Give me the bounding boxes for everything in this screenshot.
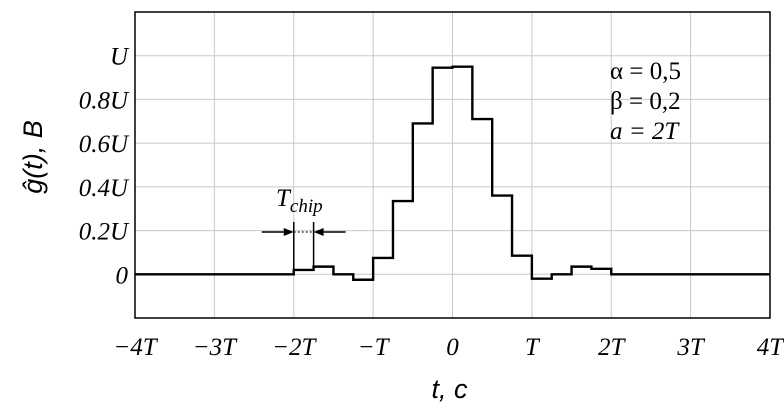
annotation-a: a = 2T [610,118,680,145]
y-tick-label: 0.4U [79,175,130,202]
plot-frame [134,11,771,319]
x-tick-label: −T [358,334,391,361]
x-tick-label: 3T [676,334,706,361]
x-tick-label: −2T [272,334,317,361]
y-tick-label: 0.8U [79,87,130,114]
annotation-beta: β = 0,2 [610,88,681,115]
y-tick-label: U [110,44,130,71]
x-tick-label: T [525,334,541,361]
annotation-alpha: α = 0,5 [610,58,681,85]
x-tick-labels: −4T −3T −2T −T 0 T 2T 3T 4T [113,334,784,361]
y-tick-label: 0.2U [79,219,130,246]
x-tick-label: 0 [446,334,459,361]
x-tick-label: 2T [598,334,627,361]
tchip-label-sub: chip [290,196,323,217]
y-axis-label: ĝ(t), B [18,120,48,194]
y-tick-label: 0.6U [79,131,130,158]
y-tick-labels: 0 0.2U 0.4U 0.6U 0.8U U [79,44,130,290]
x-tick-label: 4T [757,334,784,361]
series-line [135,65,770,281]
x-tick-label: −3T [193,334,238,361]
tchip-left-arrowhead [283,228,294,236]
tchip-label-main: T [276,185,292,212]
y-tick-label: 0 [116,262,129,289]
tchip-right-arrowhead [313,228,324,236]
tchip-marker: Tchip [261,185,346,270]
x-tick-label: −4T [113,334,158,361]
tchip-label: Tchip [276,185,323,217]
x-axis-label: t, c [431,374,468,404]
